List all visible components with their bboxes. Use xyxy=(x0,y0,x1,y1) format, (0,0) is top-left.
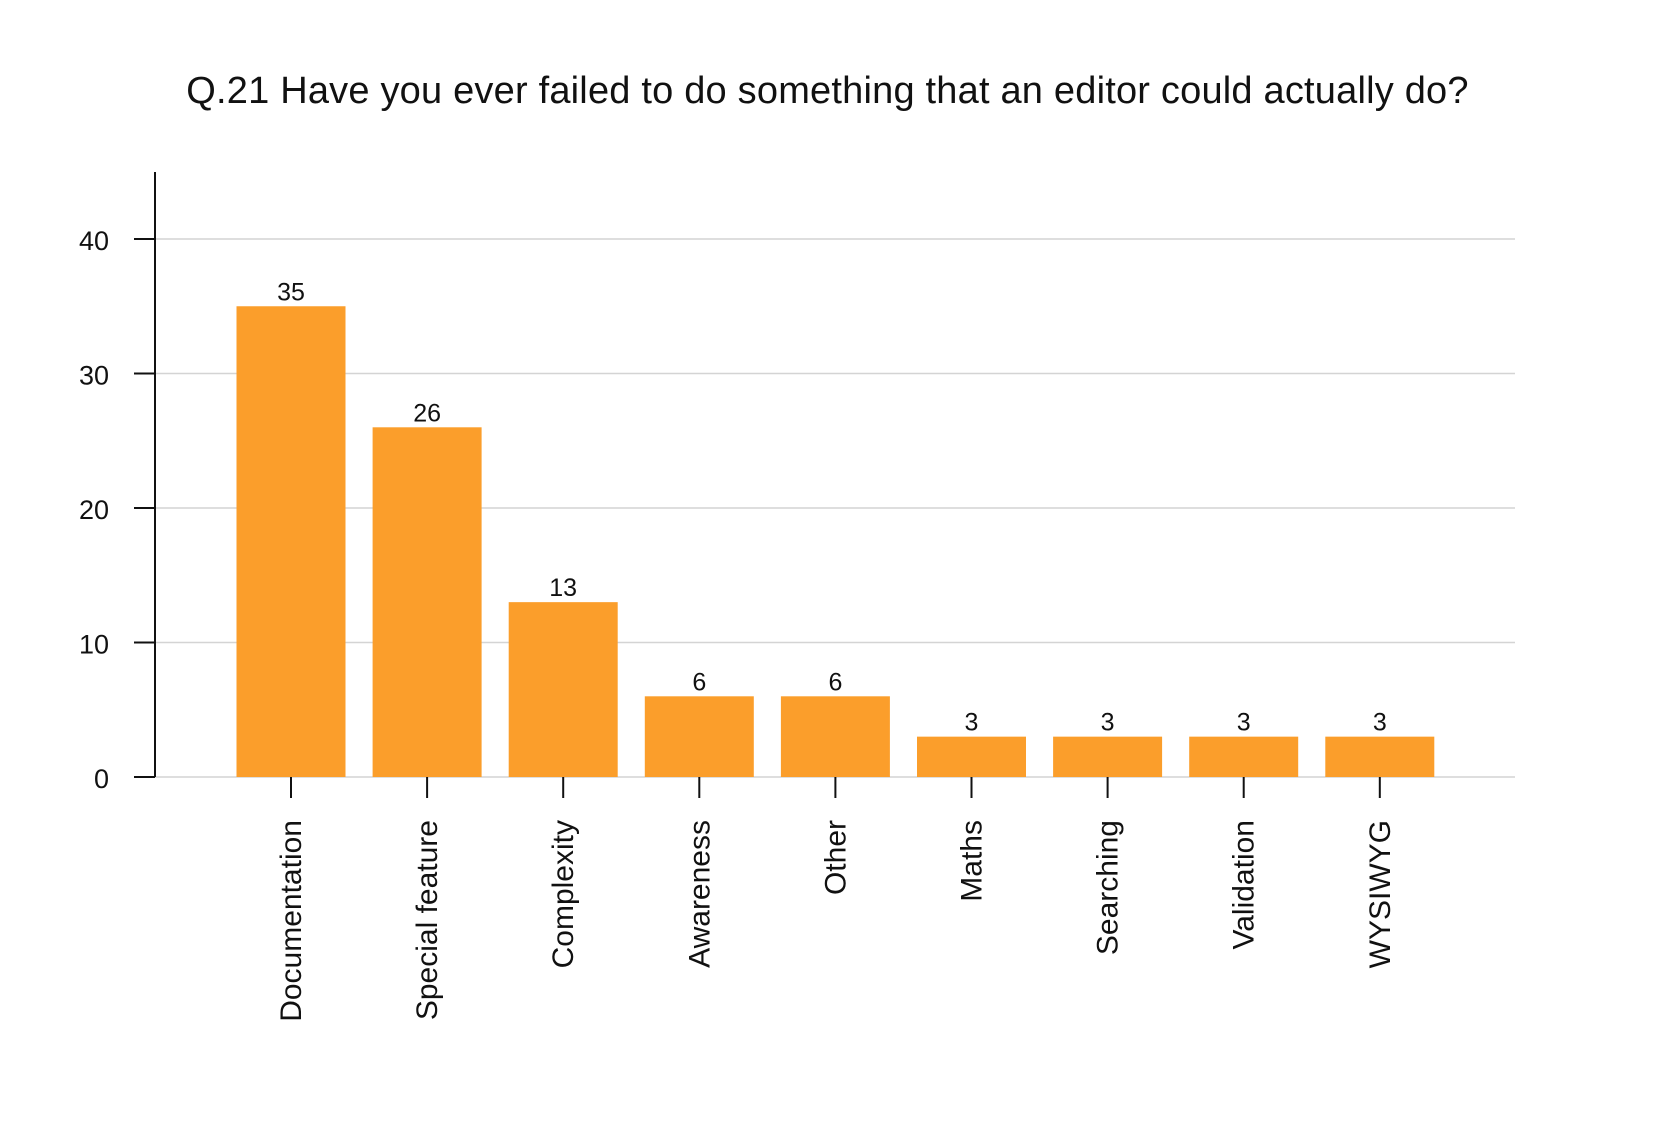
y-tick-label-30: 30 xyxy=(79,361,109,391)
x-tick-label-wysiwyg: WYSIWYG xyxy=(1364,820,1397,968)
x-tick-label-special-feature: Special feature xyxy=(411,820,444,1020)
bar-maths xyxy=(917,736,1026,777)
data-label-complexity: 13 xyxy=(549,574,577,602)
y-tick-label-0: 0 xyxy=(94,764,109,794)
x-tick-label-awareness: Awareness xyxy=(683,820,716,968)
bar-special-feature xyxy=(372,427,482,777)
data-label-maths: 3 xyxy=(965,709,979,737)
bar-searching xyxy=(1053,736,1163,777)
x-tick-label-complexity: Complexity xyxy=(547,820,580,968)
y-tick-label-10: 10 xyxy=(79,630,109,660)
tick-labels: 0 10 20 30 40 Documentation Special feature Com… xyxy=(79,226,1397,1022)
data-label-special-feature: 26 xyxy=(413,399,441,427)
axes xyxy=(134,172,1381,798)
y-tick-label-20: 20 xyxy=(79,495,109,525)
x-tick-label-searching: Searching xyxy=(1092,820,1125,955)
x-tick-label-maths: Maths xyxy=(956,820,989,902)
data-label-documentation: 35 xyxy=(277,278,305,306)
bar-wysiwyg xyxy=(1325,736,1435,777)
x-tick-label-documentation: Documentation xyxy=(275,820,308,1022)
bar-complexity xyxy=(508,602,618,777)
data-label-other: 6 xyxy=(828,668,842,696)
bar-documentation xyxy=(236,306,346,777)
y-tick-label-40: 40 xyxy=(79,226,109,256)
bar-validation xyxy=(1189,736,1299,777)
chart-title: Q.21 Have you ever failed to do somethin… xyxy=(186,70,1469,112)
data-labels: 35 26 13 6 6 3 3 3 3 xyxy=(277,278,1387,736)
bars xyxy=(236,306,1435,777)
data-label-validation: 3 xyxy=(1237,709,1251,737)
bar-awareness xyxy=(644,696,754,777)
x-tick-label-validation: Validation xyxy=(1228,820,1261,950)
data-label-awareness: 6 xyxy=(692,668,706,696)
data-label-wysiwyg: 3 xyxy=(1373,709,1387,737)
data-label-searching: 3 xyxy=(1101,709,1115,737)
x-tick-label-other: Other xyxy=(819,820,852,895)
bar-other xyxy=(780,696,890,777)
